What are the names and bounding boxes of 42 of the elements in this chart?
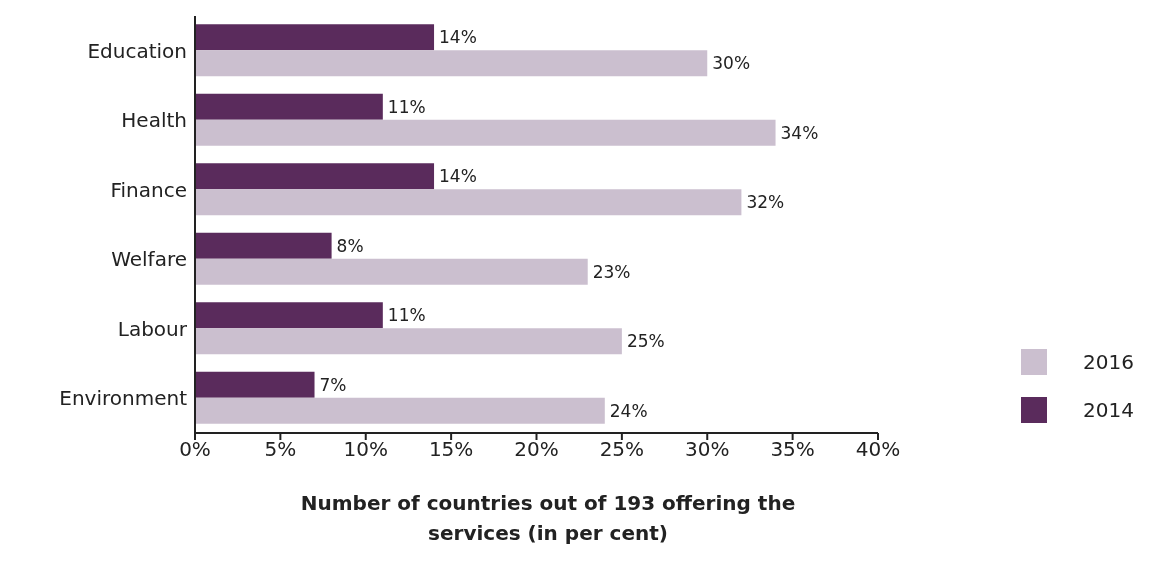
y-tick-label: Labour bbox=[117, 316, 188, 341]
bar bbox=[195, 371, 315, 398]
bar bbox=[195, 302, 383, 329]
bar bbox=[195, 258, 588, 285]
data-label: 30% bbox=[712, 53, 751, 74]
data-label: 32% bbox=[746, 192, 785, 213]
bar bbox=[195, 119, 776, 146]
data-label: 23% bbox=[592, 261, 631, 282]
data-label: 14% bbox=[439, 166, 477, 187]
data-label: 14% bbox=[439, 27, 477, 48]
x-axis-title: Number of countries out of 193 offering the services (in per cent) bbox=[299, 490, 797, 547]
data-label: 8% bbox=[336, 235, 364, 256]
x-tick-label: 30% bbox=[685, 437, 730, 462]
x-tick-label: 40% bbox=[855, 437, 901, 462]
data-label: 7% bbox=[319, 374, 347, 395]
bar bbox=[195, 328, 622, 355]
bar bbox=[195, 232, 332, 259]
x-tick-label: 35% bbox=[770, 437, 815, 462]
x-tick-label: 0% bbox=[179, 437, 211, 462]
bar bbox=[195, 397, 605, 424]
x-tick-label: 5% bbox=[264, 437, 297, 462]
y-tick-label: Finance bbox=[110, 177, 187, 202]
x-tick-label: 15% bbox=[428, 437, 474, 462]
y-tick-label: Environment bbox=[59, 386, 188, 411]
bar bbox=[195, 24, 435, 51]
data-label: 11% bbox=[387, 96, 426, 117]
x-tick-label: 10% bbox=[343, 437, 388, 462]
bar bbox=[195, 50, 708, 77]
data-label: 34% bbox=[780, 122, 819, 143]
legend-label: 2016 bbox=[1083, 350, 1134, 374]
data-label: 24% bbox=[609, 400, 648, 421]
x-tick-label: 20% bbox=[514, 437, 559, 462]
bar bbox=[195, 163, 435, 190]
y-tick-label: Education bbox=[87, 38, 187, 63]
y-tick-label: Welfare bbox=[111, 247, 187, 272]
bar bbox=[195, 189, 742, 216]
y-tick-label: Health bbox=[121, 108, 187, 133]
x-tick-label: 25% bbox=[599, 437, 645, 462]
bar bbox=[195, 93, 383, 120]
data-label: 25% bbox=[626, 331, 665, 352]
legend-label: 2014 bbox=[1083, 398, 1134, 422]
data-label: 11% bbox=[387, 305, 426, 326]
